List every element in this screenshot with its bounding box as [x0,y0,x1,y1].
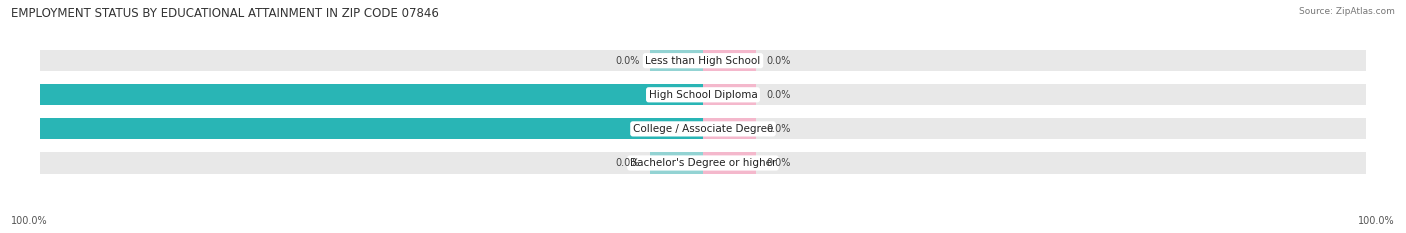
Text: 100.0%: 100.0% [0,124,30,134]
Bar [703,50,756,71]
Text: 100.0%: 100.0% [0,90,30,100]
Bar [703,84,756,105]
Bar [41,118,703,140]
Text: High School Diploma: High School Diploma [648,90,758,100]
Text: College / Associate Degree: College / Associate Degree [633,124,773,134]
Text: Bachelor's Degree or higher: Bachelor's Degree or higher [630,158,776,168]
Text: 0.0%: 0.0% [616,158,640,168]
Bar [41,50,1365,71]
Text: 100.0%: 100.0% [11,216,48,226]
Text: 0.0%: 0.0% [616,56,640,66]
Bar [41,152,1365,174]
Text: 0.0%: 0.0% [766,56,790,66]
Bar [650,50,703,71]
Text: 0.0%: 0.0% [766,158,790,168]
Text: Source: ZipAtlas.com: Source: ZipAtlas.com [1299,7,1395,16]
Text: EMPLOYMENT STATUS BY EDUCATIONAL ATTAINMENT IN ZIP CODE 07846: EMPLOYMENT STATUS BY EDUCATIONAL ATTAINM… [11,7,439,20]
Bar [650,152,703,174]
Text: 100.0%: 100.0% [1358,216,1395,226]
Bar [41,118,1365,140]
Text: Less than High School: Less than High School [645,56,761,66]
Bar [703,118,756,140]
Bar [703,152,756,174]
Text: 0.0%: 0.0% [766,124,790,134]
Bar [41,84,1365,105]
Bar [41,84,703,105]
Text: 0.0%: 0.0% [766,90,790,100]
